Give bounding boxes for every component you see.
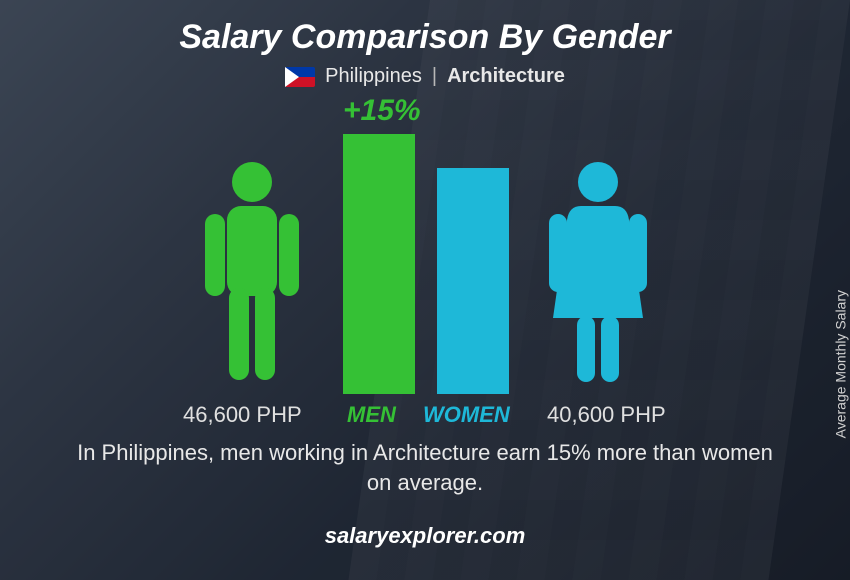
- male-person-icon: [197, 158, 307, 393]
- female-person-icon: [543, 158, 653, 393]
- category-label: Architecture: [447, 65, 565, 88]
- country-label: Philippines: [325, 65, 422, 88]
- women-label: WOMEN: [423, 402, 510, 428]
- subtitle-divider: |: [432, 65, 437, 88]
- subtitle-row: Philippines | Architecture: [285, 65, 565, 88]
- description-text: In Philippines, men working in Architect…: [65, 438, 785, 497]
- women-bar: [437, 168, 509, 394]
- content-container: Salary Comparison By Gender Philippines …: [0, 0, 850, 580]
- chart-area: +15%: [125, 94, 725, 434]
- footer-source: salaryexplorer.com: [325, 523, 526, 549]
- men-bar: [343, 134, 415, 394]
- philippines-flag-icon: [285, 67, 315, 87]
- men-label: MEN: [347, 402, 396, 428]
- page-title: Salary Comparison By Gender: [179, 18, 670, 57]
- women-salary-label: 40,600 PHP: [547, 402, 666, 428]
- percent-diff-label: +15%: [343, 94, 421, 128]
- men-salary-label: 46,600 PHP: [183, 402, 302, 428]
